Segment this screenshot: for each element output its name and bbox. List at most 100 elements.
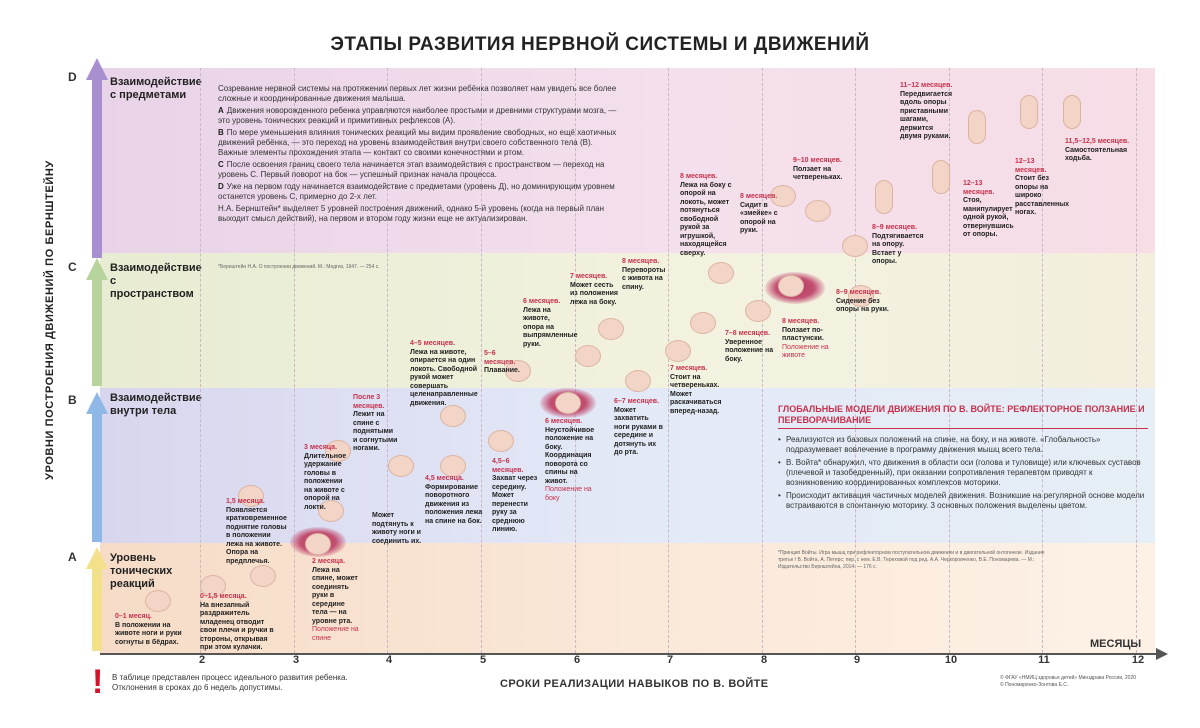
baby-illustration [575,345,601,367]
gridline [481,68,482,653]
milestone-label: 12–13 месяцев. Стоя, манипулирует одной р… [963,180,1015,240]
x-tick: 2 [198,654,206,666]
milestone-label: 12–13 месяцев. Стоит без опоры на широко … [1015,158,1070,218]
milestone-label: 8 месяцев. Перевороты с живота на спину. [622,258,670,292]
milestone-desc: Стоя, манипулирует одной рукой, отвернув… [963,197,1014,238]
milestone-label: 11–12 месяцев. Передвигается вдоль опоры … [900,82,954,142]
baby-illustration [1020,95,1038,129]
baby-illustration [488,430,514,452]
milestone-age: 12–13 месяцев. [963,180,995,196]
milestone-age: 7 месяцев. [670,365,708,372]
milestone-desc: Ползает на четвереньках. [793,165,843,182]
x-tick: 10 [944,654,958,666]
milestone-age: 11–12 месяцев. [900,82,953,89]
intro-letter: В [218,128,224,137]
milestone-desc: Стоит без опоры на широко расставленных … [1015,175,1070,216]
milestone-age: 8–9 месяцев. [836,289,882,296]
milestone-label: 4,5–6 месяцев. Захват через середину. Мож… [492,458,540,535]
intro-item: По мере уменьшения влияния тонических ре… [218,128,617,157]
gridline [762,68,763,653]
baby-illustration [388,455,414,477]
milestone-desc: В положении на животе ноги и руки согнут… [115,621,182,646]
baby-illustration [665,340,691,362]
gridline [1136,68,1137,653]
gridline [200,68,201,653]
gridline [949,68,950,653]
milestone-label: 0–1 месяц. В положении на животе ноги и р… [115,613,187,647]
baby-illustration [238,485,264,507]
milestone-age: 7 месяцев. [570,273,608,280]
level-b-arrow-icon [86,392,108,542]
intro-lead: Созревание нервной системы на протяжении… [218,84,617,103]
milestone-desc: На внезапный раздражитель младенец отвод… [200,601,274,652]
milestone-desc: Длительное удержание головы в положении … [304,452,347,511]
milestone-desc: Лежит на спине с поднятыми и согнутыми н… [353,411,398,452]
level-d-letter: D [68,70,77,84]
milestone-label: 1,5 месяца. Появляется кратковременное по… [226,498,288,566]
x-tick: 7 [666,654,674,666]
x-axis-arrow-icon [1156,648,1168,660]
level-c-arrow-icon [86,258,108,386]
milestone-desc: Лежа на животе, опора на выпрямленные ру… [523,306,578,348]
milestone-desc: Ползает по-пластунски. [782,326,824,343]
x-tick: 8 [760,654,768,666]
copyright: © ФГАУ «НМИЦ здоровья детей» Минздрава Р… [1000,675,1170,689]
x-axis-unit: МЕСЯЦЫ [1090,638,1142,650]
milestone-label: 7–8 месяцев. Уверенное положение на боку. [725,330,777,364]
milestone-label: 0–1,5 месяца. На внезапный раздражитель м… [200,593,280,653]
milestone-desc: Формирование поворотного движения из пол… [425,483,483,525]
milestone-age: 8–9 месяцев. [872,224,918,231]
milestone-label: 8 месяцев. Ползает по-пластунски. Положени… [782,318,836,361]
milestone-label: 4–5 месяцев. Лежа на животе, опирается на… [410,340,480,408]
vojta-bullet: В. Войта* обнаружил, что движения в обла… [778,458,1148,488]
baby-illustration [440,405,466,427]
baby-illustration [598,318,624,340]
milestone-desc: Подтягивается на опору. Встает у опоры. [872,232,924,266]
baby-illustration [778,275,804,297]
milestone-label: 8 месяцев. Лежа на боку с опорой на локот… [680,173,732,258]
baby-illustration [690,312,716,334]
baby-illustration [805,200,831,222]
milestone-desc: Передвигается вдоль опоры приставными ша… [900,90,953,141]
intro-letter: С [218,160,224,169]
baby-illustration [932,160,950,194]
gridline [668,68,669,653]
warning-icon: ! [92,663,104,701]
baby-illustration [325,440,351,462]
baby-illustration [440,455,466,477]
milestone-age: 7–8 месяцев. [725,330,771,337]
milestone-desc: Может захватить ноги руками в середине и… [614,406,663,457]
milestone-label: 6 месяцев. Лежа на животе, опора на выпря… [523,298,578,349]
intro-text: Созревание нервной системы на протяжении… [218,84,618,226]
milestone-age: 4,5–6 месяцев. [492,458,524,474]
vojta-panel: ГЛОБАЛЬНЫЕ МОДЕЛИ ДВИЖЕНИЯ ПО В. ВОЙТЕ: … [778,404,1148,570]
level-b-name: Взаимодействие внутри тела [110,392,202,417]
intro-item: После освоения границ своего тела начина… [218,160,605,179]
milestone-age: 12–13 месяцев. [1015,158,1047,174]
x-tick: 9 [853,654,861,666]
milestone-age: 6–7 месяцев. [614,398,660,405]
milestone-label: 4,5 месяца. Формирование поворотного движ… [425,475,487,526]
milestone-age: 4–5 месяцев. [410,340,456,347]
milestone-desc: Плавание. [484,367,520,374]
baby-illustration [770,185,796,207]
level-b-letter: B [68,393,77,407]
milestone-extra: Положение на спине [312,626,359,642]
milestone-desc: Лежа на спине, может соединять руки в се… [312,566,358,625]
copyright-line: © ФГАУ «НМИЦ здоровья детей» Минздрава Р… [1000,675,1137,681]
milestone-label: Может подтянуть к животу ноги и соединит… [372,512,427,546]
gridline [855,68,856,653]
milestone-age: 8 месяцев. [622,258,660,265]
level-a-name: Уровень тонических реакций [110,552,173,590]
milestone-desc: Может сесть из положения лежа на боку. [570,281,618,306]
baby-illustration [968,110,986,144]
milestone-desc: Сидение без опоры на руки. [836,297,889,314]
milestone-desc: Может подтянуть к животу ноги и соединит… [372,512,422,545]
baby-illustration [305,533,331,555]
milestone-label: 2 месяца. Лежа на спине, может соединять … [312,558,360,643]
intro-footnote: *Бернштейн Н.А. О построении движений. М… [218,264,380,270]
level-d-arrow-icon [86,58,108,258]
gridline [294,68,295,653]
milestone-desc: Лежа на животе, опирается на один локоть… [410,348,478,407]
disclaimer-note: В таблице представлен процесс идеального… [112,673,348,692]
